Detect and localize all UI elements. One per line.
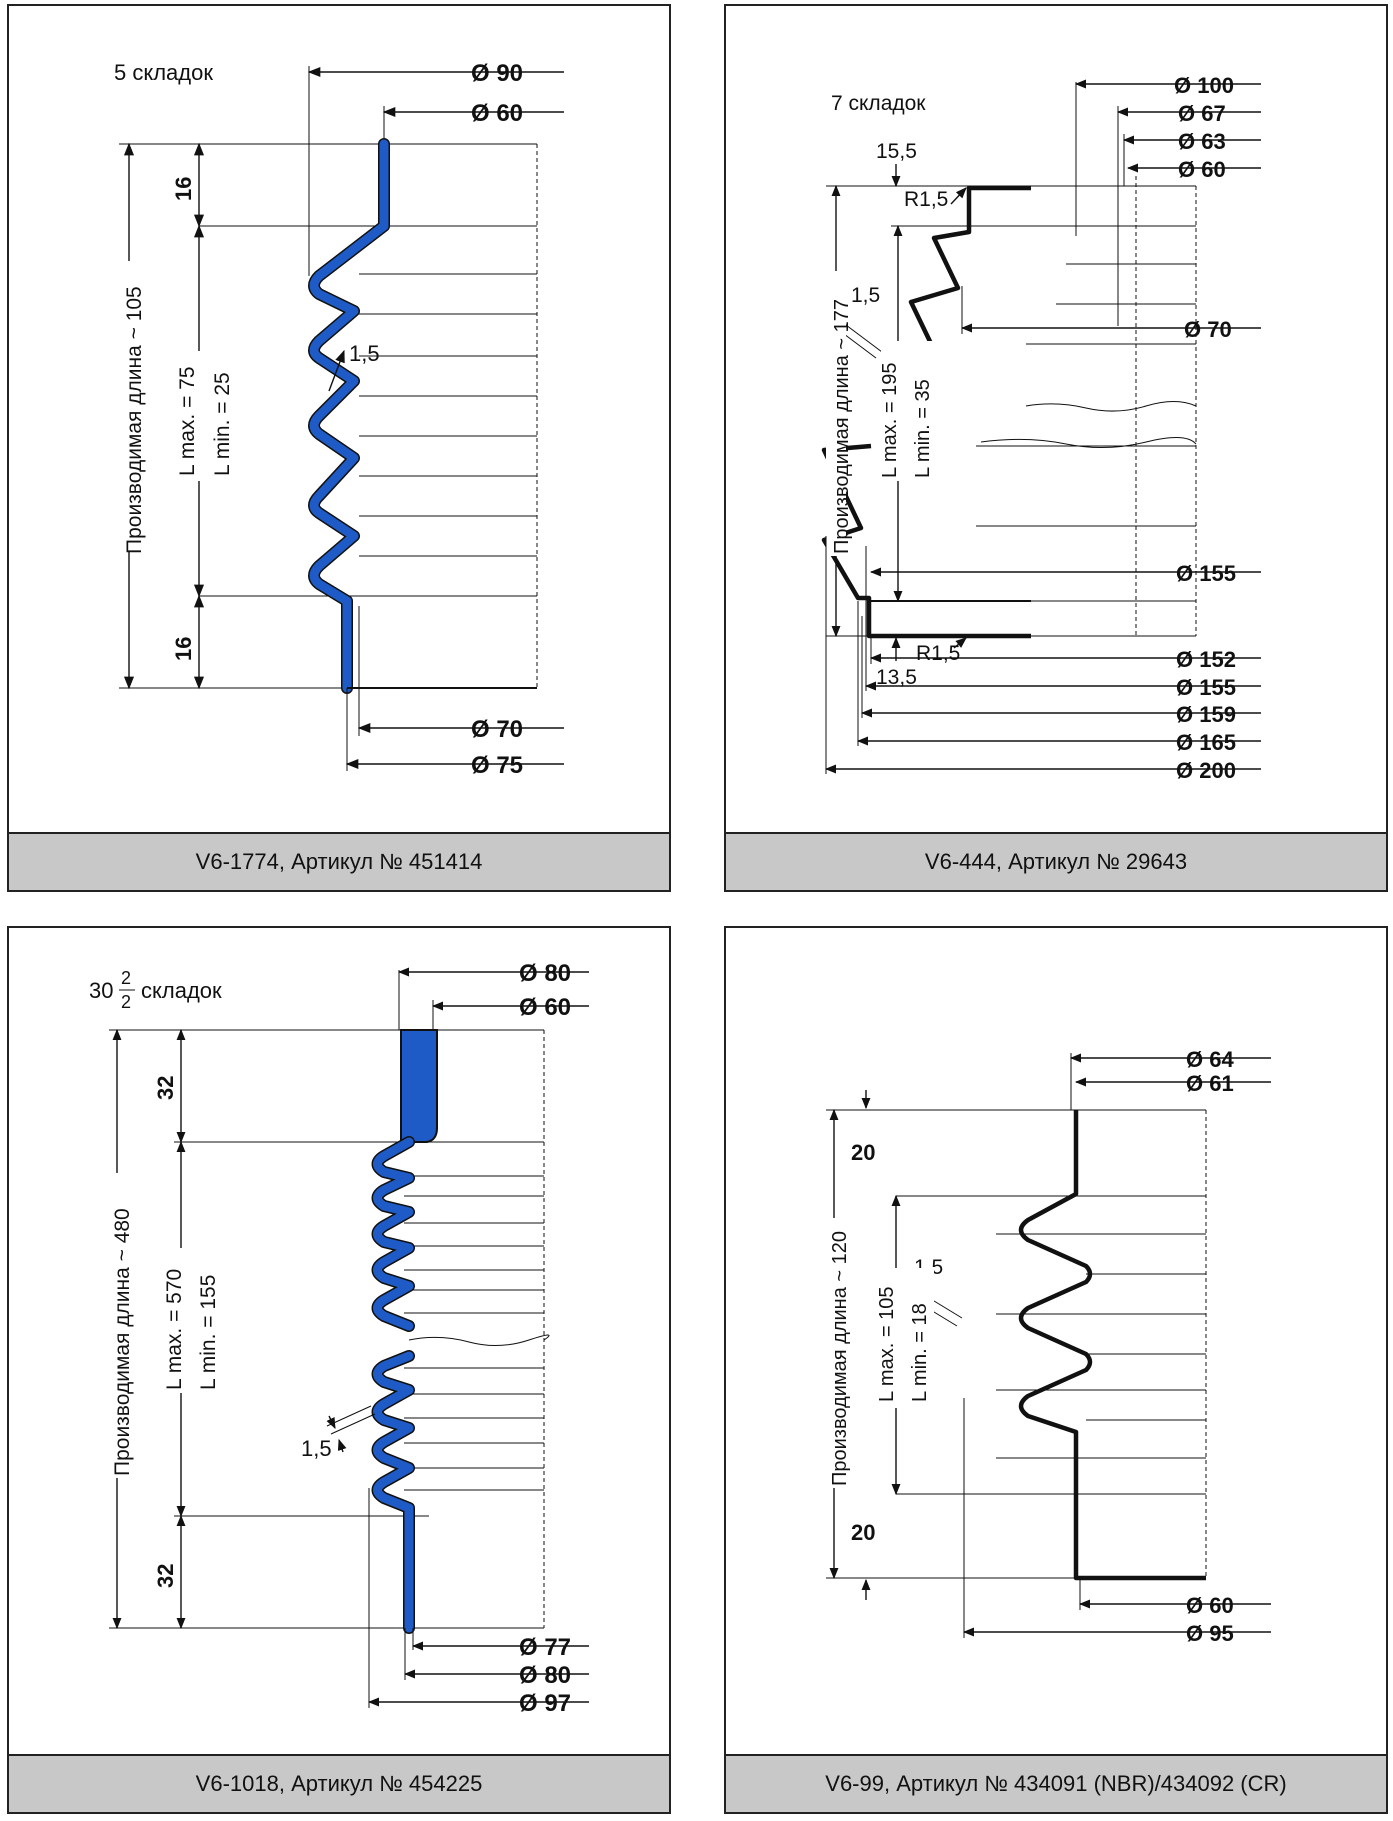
panel-caption: V6-99, Артикул № 434091 (NBR)/434092 (CR…	[726, 1754, 1386, 1812]
bellows-drawing-2: 7 складок Ø 100 Ø 67 Ø 63 Ø 60 15,5 R1,5	[821, 73, 1261, 783]
dim-d70: Ø 70	[1184, 317, 1232, 342]
end-length-bot: 32	[153, 1564, 178, 1588]
bellows-drawing-3: 30 2 2 складок Ø 80 Ø 60	[89, 960, 589, 1717]
l-min: L min. = 35	[912, 379, 934, 478]
bellows-drawing-4: Ø 64 Ø 61 1,5 Производимая длина ~ 120 2…	[824, 1047, 1271, 1646]
end-length-bot: 20	[851, 1520, 875, 1545]
panel-caption: V6-444, Артикул № 29643	[726, 832, 1386, 890]
dim-d200: Ø 200	[1176, 758, 1236, 783]
dim-d152: Ø 152	[1176, 647, 1236, 672]
dim-d97: Ø 97	[519, 1690, 571, 1717]
dim-d155-upper: Ø 155	[1176, 561, 1236, 586]
dim-d80-top: Ø 80	[519, 960, 571, 987]
folds-denominator: 2	[121, 992, 131, 1012]
drawing-panel-v6-444: 7 складок Ø 100 Ø 67 Ø 63 Ø 60 15,5 R1,5	[724, 4, 1388, 892]
folds-label: 5 складок	[114, 60, 213, 85]
l-max: L max. = 570	[163, 1269, 186, 1390]
folds-integer: 30	[89, 978, 113, 1003]
wall-thickness: 1,5	[851, 284, 880, 307]
dim-d77: Ø 77	[519, 1634, 571, 1661]
l-max: L max. = 195	[879, 363, 901, 478]
dim-d70: Ø 70	[471, 716, 523, 743]
dim-d60: Ø 60	[471, 100, 523, 127]
folds-numerator: 2	[121, 968, 131, 988]
drawing-panel-v6-1774: 5 складок Ø 90 Ø 60 Производимая длина ~…	[7, 4, 671, 892]
dim-d155: Ø 155	[1176, 675, 1236, 700]
dim-d165: Ø 165	[1176, 730, 1236, 755]
l-max: L max. = 75	[176, 366, 199, 476]
drawing-panel-v6-1018: 30 2 2 складок Ø 80 Ø 60	[7, 926, 671, 1814]
radius-top: R1,5	[904, 188, 948, 211]
dim-d61: Ø 61	[1186, 1071, 1234, 1096]
dim-d159: Ø 159	[1176, 702, 1236, 727]
l-min: L min. = 25	[211, 372, 234, 476]
dim-d100: Ø 100	[1174, 73, 1234, 98]
l-min: L min. = 155	[197, 1275, 220, 1390]
dim-d60-top: Ø 60	[519, 994, 571, 1021]
dim-d60: Ø 60	[1178, 157, 1226, 182]
l-max: L max. = 105	[876, 1287, 898, 1402]
dim-d95: Ø 95	[1186, 1621, 1234, 1646]
length-total: Производимая длина ~ 120	[829, 1231, 851, 1486]
dim-d90: Ø 90	[471, 60, 523, 87]
radius-bottom: R1,5	[916, 642, 960, 665]
end-length-top: 20	[851, 1140, 875, 1165]
folds-label: 7 складок	[831, 92, 926, 115]
dim-d80-bot: Ø 80	[519, 1662, 571, 1689]
bottom-offset: 13,5	[876, 666, 917, 689]
length-total: Производимая длина ~ 105	[123, 286, 146, 554]
dim-d64: Ø 64	[1186, 1047, 1234, 1072]
length-total: Производимая длина ~ 177	[831, 299, 853, 554]
panel-caption: V6-1018, Артикул № 454225	[9, 1754, 669, 1812]
wall-thickness: 1,5	[301, 1436, 332, 1461]
top-offset: 15,5	[876, 140, 917, 163]
dim-d75: Ø 75	[471, 752, 523, 779]
bellows-profile	[373, 1137, 414, 1331]
length-total: Производимая длина ~ 480	[111, 1208, 134, 1476]
bellows-profile	[1018, 1110, 1206, 1581]
wall-thickness: 1,5	[349, 341, 380, 366]
end-length-bot: 16	[171, 637, 196, 661]
end-length-top: 16	[171, 177, 196, 201]
panel-caption: V6-1774, Артикул № 451414	[9, 832, 669, 890]
dim-d67: Ø 67	[1178, 101, 1226, 126]
dim-d60: Ø 60	[1186, 1593, 1234, 1618]
drawing-panel-v6-99: Ø 64 Ø 61 1,5 Производимая длина ~ 120 2…	[724, 926, 1388, 1814]
dim-d63: Ø 63	[1178, 129, 1226, 154]
bellows-cuff	[400, 1029, 438, 1143]
l-min: L min. = 18	[909, 1303, 931, 1402]
folds-word: складок	[141, 978, 222, 1003]
end-length-top: 32	[153, 1076, 178, 1100]
bellows-drawing-1: 5 складок Ø 90 Ø 60 Производимая длина ~…	[114, 60, 564, 779]
